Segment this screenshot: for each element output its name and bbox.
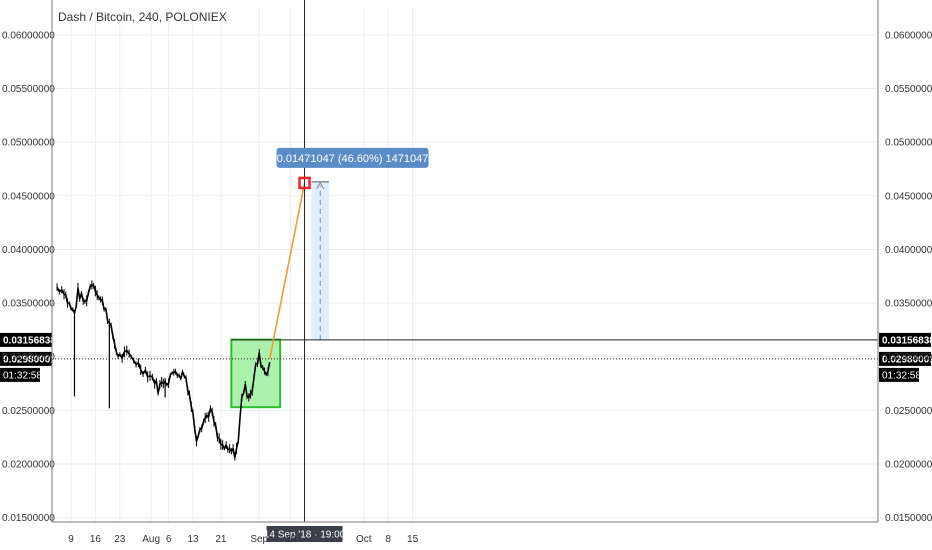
countdown-tag-right (879, 367, 919, 382)
countdown-label: 01:32:58 (3, 370, 42, 381)
x-tick-label: 23 (114, 534, 126, 545)
crosshair-date-label: 14 Sep '18 · 19:00 (264, 530, 346, 541)
chart-title: Dash / Bitcoin, 240, POLONIEX (58, 10, 227, 24)
price-tag-label: 0.02980001 (3, 354, 56, 365)
countdown-label: 01:32:58 (882, 370, 921, 381)
x-tick-label: Sep (250, 534, 268, 545)
price-tag-right (879, 351, 931, 366)
x-tick-label: 9 (68, 534, 74, 545)
x-tick-label: 13 (187, 534, 199, 545)
y-tick-label-left: 0.04000000 (2, 245, 55, 256)
x-tick-label: Aug (142, 534, 160, 545)
y-tick-label-right: 0.03000000 (885, 352, 932, 363)
y-tick-label-right: 0.02500000 (885, 406, 932, 417)
y-tick-label-left: 0.03000000 (2, 352, 55, 363)
y-tick-label-left: 0.02500000 (2, 406, 55, 417)
price-tag-label: 0.03156838 (882, 335, 932, 346)
measure-label: 0.01471047 (46.60%) 1471047 (277, 153, 429, 165)
price-tag-label: 0.02980001 (882, 354, 932, 365)
grid (52, 8, 878, 522)
y-tick-label-left: 0.01500000 (2, 513, 55, 524)
y-tick-label-right: 0.01500000 (885, 513, 932, 524)
price-series (56, 280, 271, 461)
x-tick-label: 21 (215, 534, 227, 545)
y-tick-label-left: 0.04500000 (2, 191, 55, 202)
x-tick-label: 8 (385, 534, 391, 545)
y-tick-label-right: 0.05000000 (885, 138, 932, 149)
green-zone-rectangle[interactable] (230, 338, 282, 409)
y-tick-label-right: 0.03500000 (885, 299, 932, 310)
countdown-tag-left (0, 367, 40, 382)
y-tick-label-right: 0.04000000 (885, 245, 932, 256)
y-tick-label-left: 0.05500000 (2, 84, 55, 95)
price-tag-label: 0.03156838 (3, 335, 56, 346)
x-tick-label: 10 (285, 534, 297, 545)
crosshair-date-tag (266, 526, 343, 542)
y-tick-label-right: 0.02000000 (885, 460, 932, 471)
y-tick-label-left: 0.03500000 (2, 299, 55, 310)
y-tick-label-left: 0.02000000 (2, 460, 55, 471)
measure-arrow-head (316, 181, 325, 190)
y-tick-label-right: 0.04500000 (885, 191, 932, 202)
price-line (56, 284, 271, 459)
x-tick-label: Oct (356, 534, 372, 545)
y-tick-label-left: 0.06000000 (2, 30, 55, 41)
price-candles (56, 280, 271, 461)
price-tag-right (879, 332, 931, 347)
y-tick-label-left: 0.05000000 (2, 138, 55, 149)
y-tick-label-right: 0.05500000 (885, 84, 932, 95)
projection-arrow[interactable] (268, 182, 306, 360)
y-tick-label-right: 0.06000000 (885, 30, 932, 41)
measure-label-box (276, 147, 429, 168)
x-tick-label: 16 (90, 534, 102, 545)
price-tag-left (0, 332, 52, 347)
measure-box[interactable] (311, 181, 329, 340)
x-tick-label: 15 (407, 534, 419, 545)
x-tick-label: 6 (166, 534, 172, 545)
target-marker[interactable] (298, 176, 311, 190)
price-tag-left (0, 351, 52, 366)
